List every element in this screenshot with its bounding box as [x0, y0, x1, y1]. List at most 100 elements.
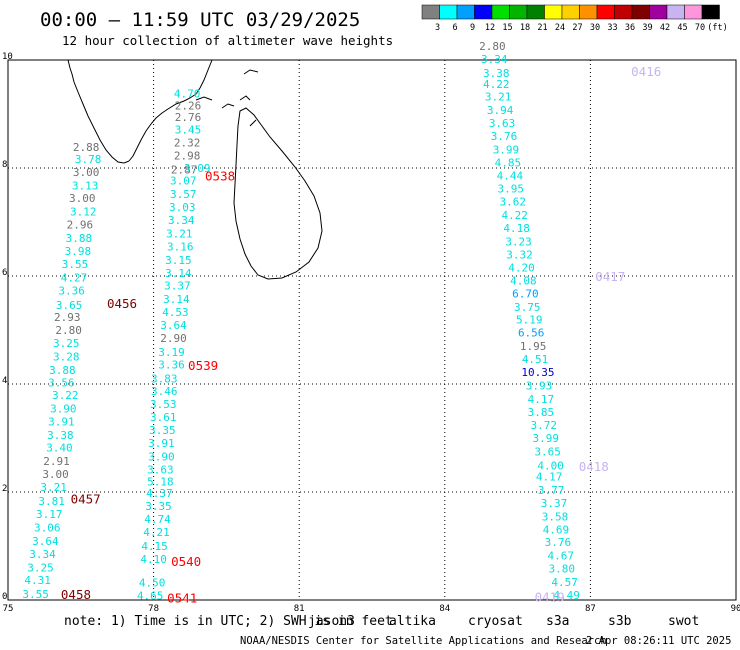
swh-value: 3.55	[22, 588, 49, 601]
swh-value: 4.53	[162, 306, 189, 319]
swh-value: 3.37	[541, 497, 568, 510]
lon-tick-label: 87	[585, 604, 596, 614]
swh-value: 4.65	[137, 590, 164, 603]
color-scale-swatch	[526, 4, 545, 20]
satellite-track: 3.554.313.253.343.643.063.173.813.213.00…	[22, 141, 137, 602]
swh-value: 4.69	[543, 523, 570, 536]
color-scale-legend: 3 6 9 12 15 18 21 24 27 30 33 36 39 42 45 70 (ft)	[421, 4, 728, 33]
swh-value: 3.14	[165, 267, 192, 280]
swh-value: 3.28	[53, 350, 80, 363]
timestamp-text: 2 Apr 08:26:11 UTC 2025	[586, 635, 731, 647]
swh-value: 3.83	[151, 373, 178, 386]
swh-value: 3.17	[36, 508, 63, 521]
color-scale-label: 21	[537, 23, 547, 33]
swh-value: 3.90	[148, 450, 175, 463]
swh-value: 3.00	[69, 192, 96, 205]
swh-value: 2.26	[175, 99, 202, 112]
swh-value: 3.36	[158, 359, 185, 372]
swh-value: 3.16	[167, 240, 194, 253]
color-scale-label: 27	[572, 23, 582, 33]
map-frame	[7, 59, 737, 601]
color-scale-swatch	[544, 4, 563, 20]
swh-value: 6.56	[518, 327, 545, 340]
swh-value: 3.88	[49, 364, 76, 377]
satellite-track: 4.654.504.104.154.214.743.354.375.183.63…	[137, 87, 235, 605]
swh-value: 4.37	[146, 487, 173, 500]
swh-value: 3.38	[47, 429, 74, 442]
swh-value: 3.14	[163, 293, 190, 306]
swh-value: 3.95	[498, 183, 525, 196]
swh-value: 3.23	[505, 235, 532, 248]
color-scale-swatch	[561, 4, 580, 20]
color-scale-label: (ft)	[707, 23, 727, 33]
swh-value: 4.51	[522, 353, 549, 366]
swh-value: 2.93	[54, 311, 81, 324]
satellite-name-cryosat: cryosat	[468, 614, 523, 629]
swh-value: 4.44	[497, 170, 524, 183]
swh-value: 4.20	[508, 261, 535, 274]
swh-value: 3.03	[169, 201, 196, 214]
swh-value: 3.56	[48, 376, 75, 389]
swh-value: 3.57	[170, 188, 197, 201]
swh-value: 3.53	[150, 398, 177, 411]
pass-number-label: 0418	[579, 459, 609, 474]
lon-tick-label: 84	[439, 604, 450, 614]
swh-value: 3.93	[526, 380, 553, 393]
swh-value: 3.06	[34, 522, 61, 535]
swh-value: 3.22	[52, 389, 79, 402]
color-scale-swatch	[701, 4, 720, 20]
color-scale-swatch	[614, 4, 633, 20]
swh-value: 4.74	[144, 513, 171, 526]
swh-value: 5.19	[516, 314, 543, 327]
swh-value: 3.72	[531, 419, 558, 432]
lat-tick-label: 2	[2, 484, 7, 494]
swh-value: 3.78	[75, 153, 102, 166]
swh-value: 4.08	[510, 274, 537, 287]
swh-value: 3.76	[545, 536, 572, 549]
swh-value: 3.40	[46, 442, 73, 455]
swh-value: 4.57	[551, 576, 578, 589]
pass-number-label: 0416	[631, 64, 661, 79]
swh-value: 2.76	[175, 111, 202, 124]
axis-ticks: 75 78 81 84 87 90 0 2 4 6 8 10	[2, 52, 740, 614]
pass-number-label: 0456	[107, 296, 137, 311]
lat-tick-label: 6	[2, 268, 7, 278]
sri-lanka-coast	[233, 107, 323, 280]
swh-value: 4.17	[528, 393, 555, 406]
swh-value: 3.55	[62, 258, 89, 271]
india-west-coast	[67, 59, 130, 164]
swh-value: 3.32	[506, 248, 533, 261]
swh-value: 3.34	[29, 548, 56, 561]
lat-tick-label: 10	[2, 52, 13, 62]
color-scale-swatch	[596, 4, 615, 20]
swh-value: 3.25	[53, 337, 80, 350]
color-scale-swatch	[509, 4, 528, 20]
lon-tick-label: 78	[148, 604, 159, 614]
color-scale-swatch	[649, 4, 668, 20]
swh-value: 4.17	[536, 470, 563, 483]
satellite-tracks: 3.554.313.253.343.643.063.173.813.213.00…	[22, 40, 661, 605]
color-scale-swatch	[474, 4, 493, 20]
swh-value: 3.88	[66, 232, 93, 245]
satellite-legend: jason3 altika cryosat s3a s3b swot	[308, 614, 699, 629]
swh-value: 3.64	[160, 319, 187, 332]
swh-value: 4.22	[483, 78, 510, 91]
swh-value: 4.15	[141, 540, 168, 553]
swh-value: 2.80	[55, 324, 82, 337]
color-scale-swatch	[439, 4, 458, 20]
swh-value: 3.45	[175, 124, 202, 137]
swh-value: 3.34	[481, 53, 508, 66]
swh-value: 3.00	[73, 166, 100, 179]
swh-value: 3.77	[538, 484, 565, 497]
pass-number-label: 0539	[188, 358, 218, 373]
swh-value: 3.62	[499, 195, 526, 208]
swh-value: 3.64	[32, 535, 59, 548]
swh-value: 3.09	[184, 162, 211, 175]
swh-value: 3.34	[168, 214, 195, 227]
lat-tick-label: 4	[2, 376, 7, 386]
swh-value: 3.99	[493, 144, 520, 157]
satellite-name-s3a: s3a	[546, 614, 569, 629]
color-scale-label: 39	[642, 23, 652, 33]
swh-value: 3.46	[151, 385, 178, 398]
swh-value: 3.13	[72, 179, 99, 192]
